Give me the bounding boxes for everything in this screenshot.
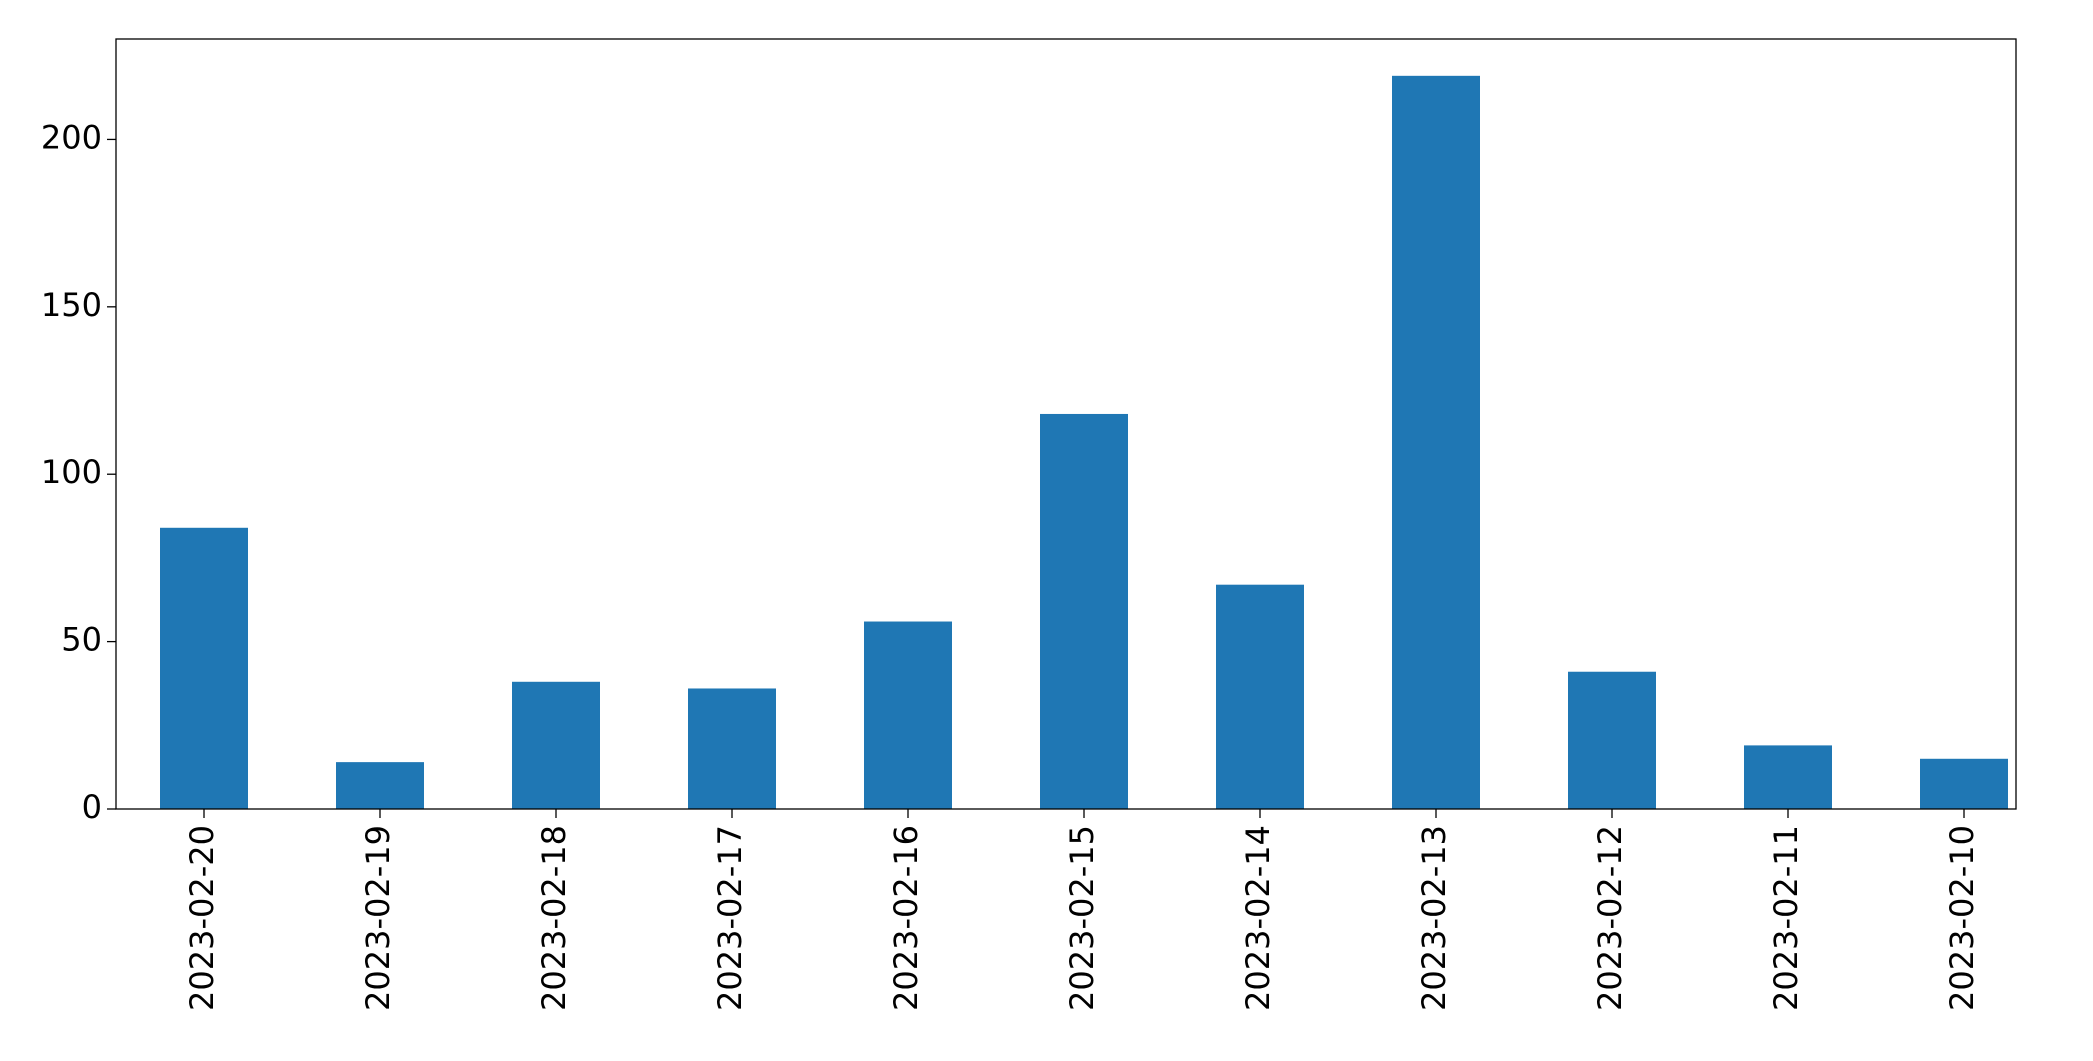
x-tick-label: 2023-02-16 — [887, 825, 925, 1011]
bar — [336, 762, 424, 809]
x-tick-label: 2023-02-10 — [1943, 825, 1981, 1011]
x-tick-label: 2023-02-15 — [1063, 825, 1101, 1011]
bar — [1392, 75, 1480, 809]
bar — [864, 621, 952, 809]
y-tick-label: 150 — [41, 286, 102, 324]
y-tick-label: 50 — [61, 621, 102, 659]
x-tick-label: 2023-02-17 — [711, 825, 749, 1011]
x-tick-label: 2023-02-18 — [535, 825, 573, 1011]
x-tick-label: 2023-02-19 — [359, 825, 397, 1011]
x-tick-label: 2023-02-11 — [1767, 825, 1805, 1011]
y-tick-label: 100 — [41, 453, 102, 491]
y-tick-label: 0 — [82, 788, 102, 826]
bar — [1568, 671, 1656, 809]
bar — [1216, 584, 1304, 809]
x-tick-label: 2023-02-12 — [1591, 825, 1629, 1011]
bar — [512, 681, 600, 809]
bar — [1920, 758, 2008, 809]
y-tick-label: 200 — [41, 118, 102, 156]
bar — [1040, 413, 1128, 809]
x-tick-label: 2023-02-14 — [1239, 825, 1277, 1011]
plot-frame — [115, 38, 2017, 810]
bar — [1744, 745, 1832, 809]
x-tick-label: 2023-02-20 — [183, 825, 221, 1011]
bar — [688, 688, 776, 809]
x-tick-label: 2023-02-13 — [1415, 825, 1453, 1011]
bar — [160, 527, 248, 809]
